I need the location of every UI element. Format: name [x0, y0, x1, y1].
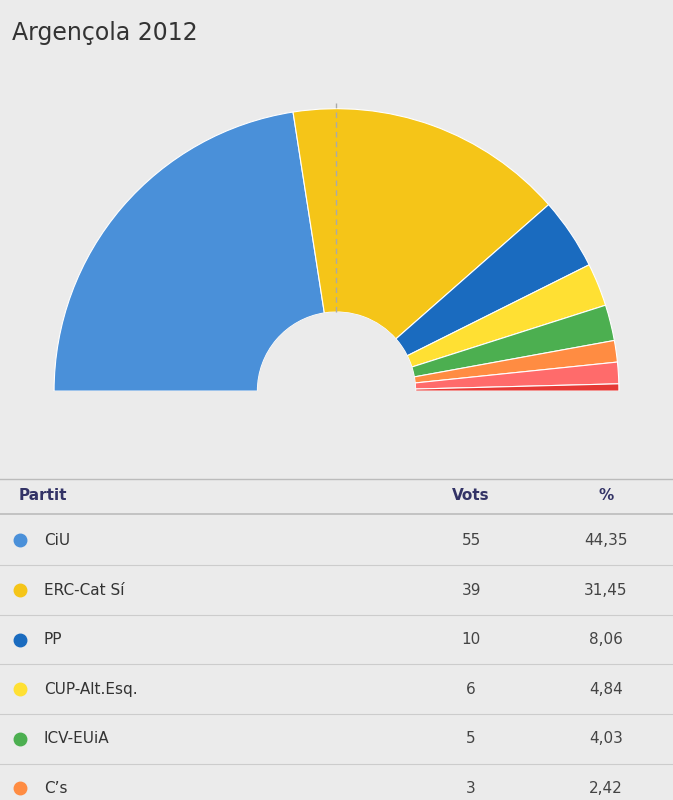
Text: 6: 6 — [466, 682, 476, 697]
Wedge shape — [415, 362, 619, 389]
Text: 3: 3 — [466, 781, 476, 796]
Text: CUP-Alt.Esq.: CUP-Alt.Esq. — [44, 682, 137, 697]
Wedge shape — [415, 384, 619, 391]
Text: %: % — [598, 489, 613, 503]
Wedge shape — [396, 205, 589, 356]
Bar — [20, 391, 653, 442]
Text: CiU: CiU — [44, 533, 70, 548]
Wedge shape — [257, 312, 415, 391]
Text: PP: PP — [44, 632, 62, 647]
Wedge shape — [407, 265, 606, 367]
Text: 5: 5 — [466, 731, 476, 746]
Text: 31,45: 31,45 — [584, 582, 627, 598]
Text: Argençola 2012: Argençola 2012 — [12, 22, 198, 46]
Text: 4,03: 4,03 — [589, 731, 623, 746]
Text: ERC-Cat Sí: ERC-Cat Sí — [44, 582, 125, 598]
Text: 4,84: 4,84 — [589, 682, 623, 697]
Text: 44,35: 44,35 — [584, 533, 627, 548]
Wedge shape — [415, 341, 617, 383]
Text: 10: 10 — [462, 632, 481, 647]
Wedge shape — [412, 306, 614, 377]
Text: 2,42: 2,42 — [589, 781, 623, 796]
Text: Vots: Vots — [452, 489, 490, 503]
Text: Partit: Partit — [19, 489, 67, 503]
Wedge shape — [293, 109, 548, 339]
Text: 39: 39 — [462, 582, 481, 598]
Text: ICV-EUiA: ICV-EUiA — [44, 731, 110, 746]
Text: 8,06: 8,06 — [589, 632, 623, 647]
Wedge shape — [54, 112, 324, 391]
Text: 55: 55 — [462, 533, 481, 548]
Text: C’s: C’s — [44, 781, 67, 796]
